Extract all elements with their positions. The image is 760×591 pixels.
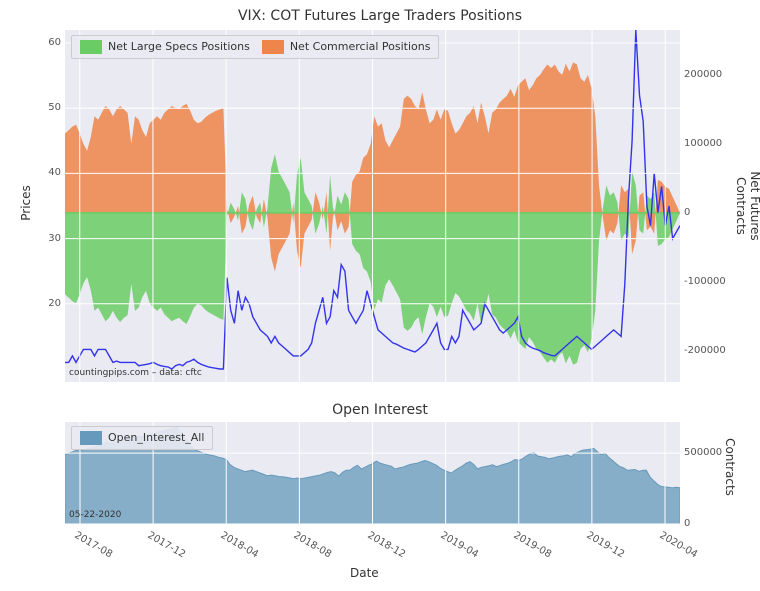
oi-chart-svg bbox=[0, 0, 760, 591]
figure: VIX: COT Futures Large Traders Positions… bbox=[0, 0, 760, 591]
legend-label-oi: Open_Interest_All bbox=[108, 431, 204, 444]
x-axis-label: Date bbox=[350, 566, 379, 580]
legend-swatch-oi bbox=[80, 431, 102, 445]
oi-legend: Open_Interest_All bbox=[71, 426, 213, 450]
oi-y-right-tick: 500000 bbox=[684, 447, 722, 458]
oi-y-right-tick: 0 bbox=[684, 518, 690, 529]
oi-y-right-label: Contracts bbox=[723, 437, 737, 497]
watermark-oi: 05-22-2020 bbox=[69, 510, 121, 520]
legend-item-oi: Open_Interest_All bbox=[80, 431, 204, 445]
